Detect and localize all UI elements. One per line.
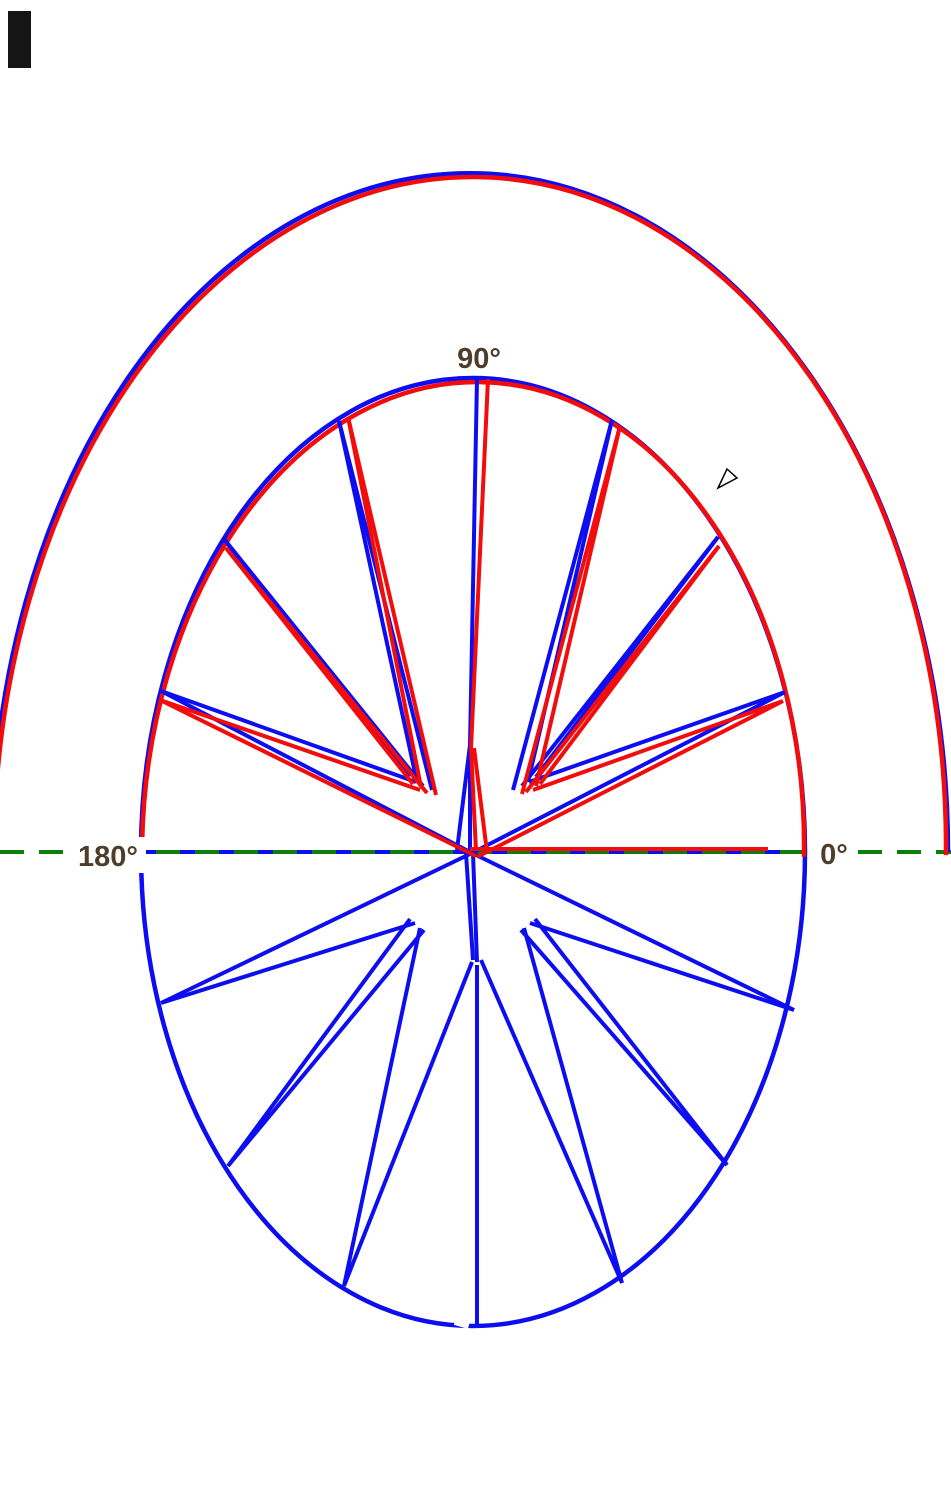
corner-marker (8, 11, 31, 68)
star-segment-blue (455, 744, 472, 851)
inner-upper-arc-red (139, 379, 807, 857)
angle-label-90: 90° (457, 343, 501, 375)
star-segment-blue (529, 921, 795, 1012)
star-segment-red (159, 698, 477, 858)
star-segment-blue (533, 917, 729, 1167)
star-segment-blue (471, 852, 479, 963)
star-segment-blue (519, 928, 729, 1167)
star-segment-red (469, 378, 490, 749)
star-segment-blue (226, 928, 426, 1168)
star-segment-red (520, 425, 622, 795)
angle-label-0: 0° (820, 839, 848, 871)
angle-label-180-bg (70, 837, 146, 873)
star-segment-blue (226, 917, 412, 1168)
star-segment-blue (342, 927, 422, 1287)
star-segment-blue (337, 420, 419, 783)
angle-label-0-bg (810, 835, 858, 871)
outer-arc-red (0, 174, 949, 856)
star-segment-blue (464, 852, 475, 961)
turtle-cursor-icon (716, 467, 739, 490)
star-segment-blue (160, 689, 417, 784)
angle-label-180: 180° (78, 841, 138, 873)
star-segment-blue (160, 851, 473, 1005)
star-segment-blue (160, 921, 416, 1005)
star-segment-blue (342, 961, 474, 1287)
star-segment-red (346, 416, 438, 796)
star-segment-blue (468, 378, 479, 746)
star-segment-blue (471, 851, 795, 1012)
star-segment-blue (511, 419, 614, 791)
star-segment-red (159, 698, 421, 792)
star-segment-red (472, 747, 489, 853)
star-segment-blue (522, 927, 624, 1284)
star-segment-blue (528, 690, 786, 784)
star-segment-red (346, 416, 423, 788)
star-segment-red (469, 747, 478, 852)
star-segment-red (476, 699, 784, 859)
ellipse-bottom-gap (453, 1317, 471, 1329)
star-segment-blue (479, 959, 624, 1284)
star-segment-red (532, 699, 784, 792)
star-segment-red (224, 546, 429, 795)
star-segment-blue (520, 535, 720, 788)
angle-label-90-bg (450, 341, 508, 375)
star-segment-red (524, 544, 721, 794)
